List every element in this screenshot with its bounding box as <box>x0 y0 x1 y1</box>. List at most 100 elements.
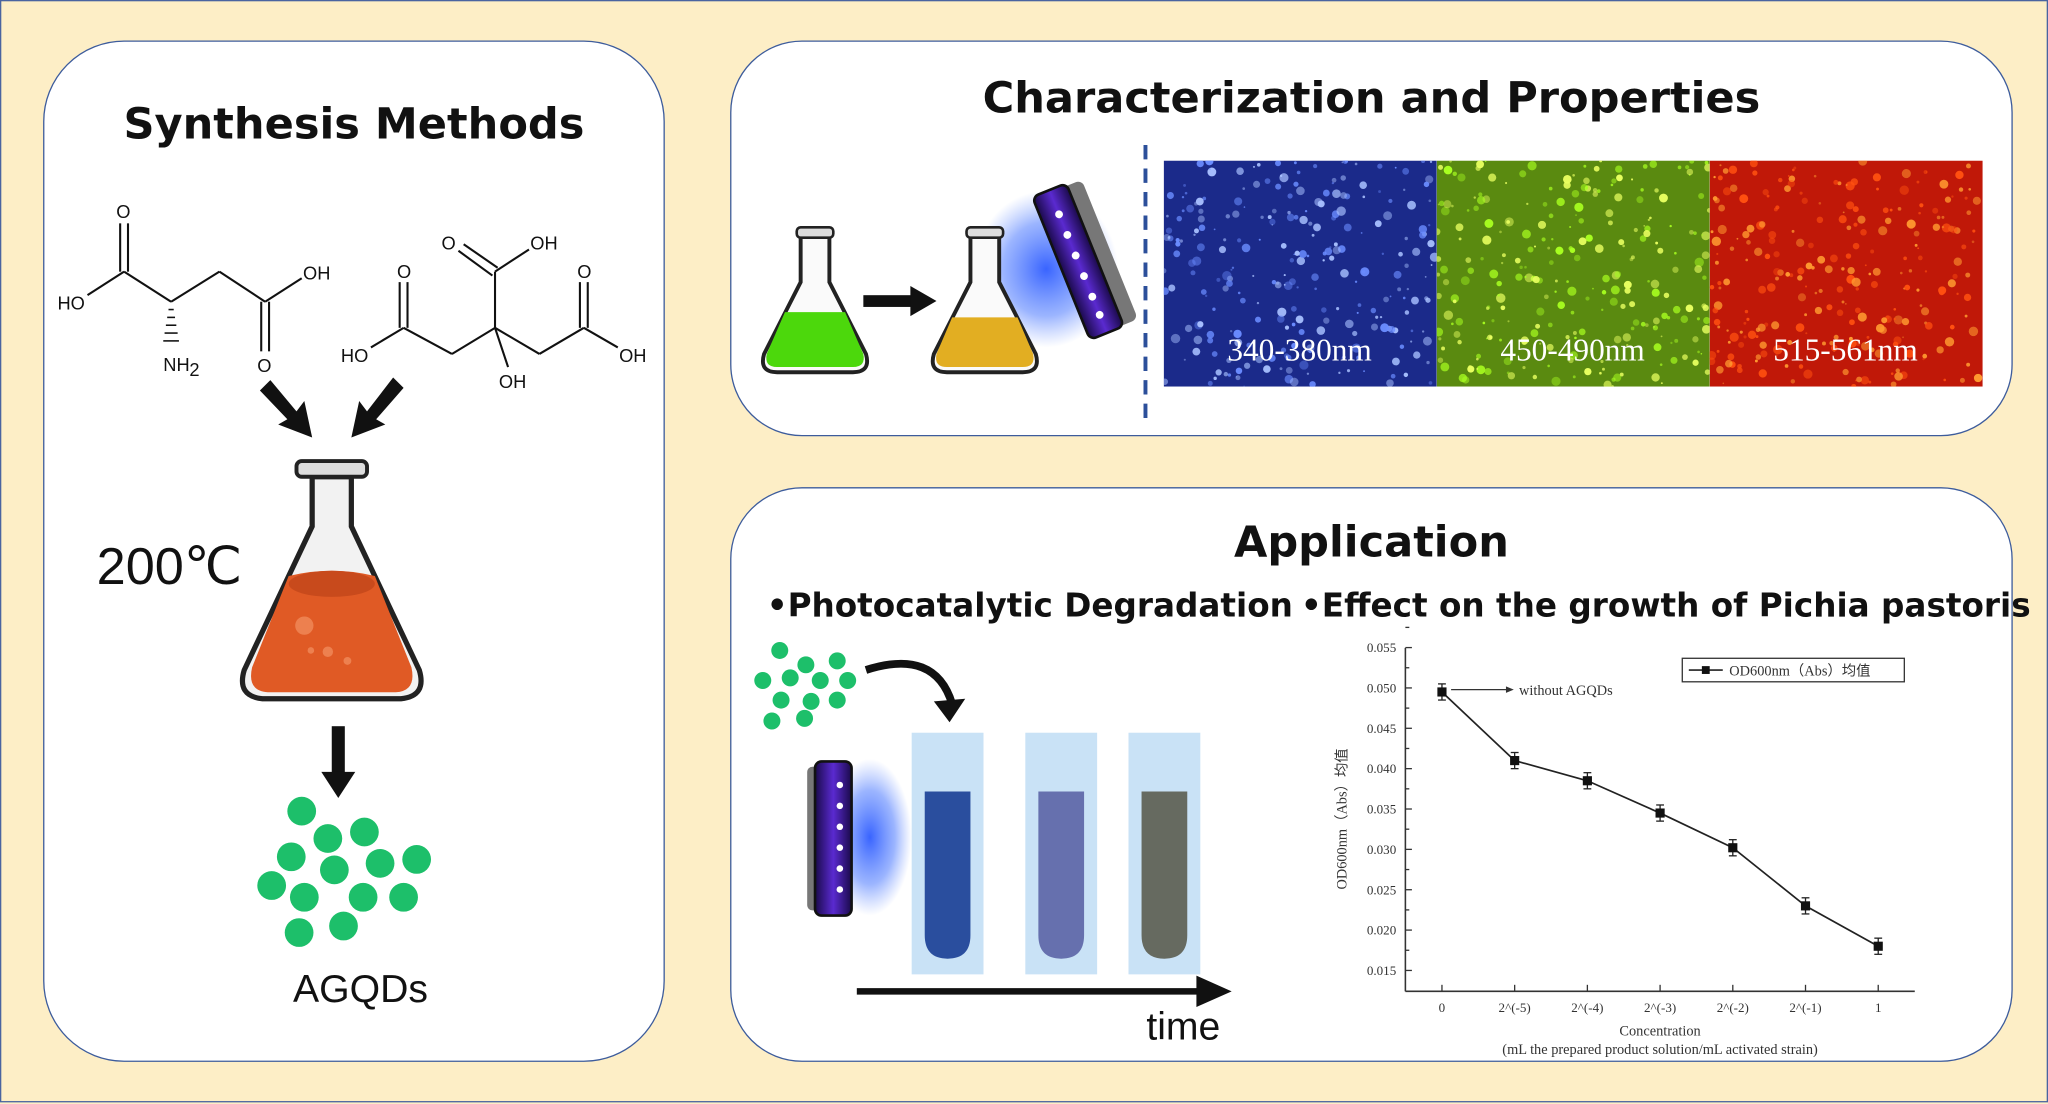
x-tick-label: 1 <box>1875 1000 1882 1015</box>
time-label: time <box>1146 1006 1220 1049</box>
legend-label: OD600nm（Abs）均值 <box>1729 662 1870 679</box>
svg-text:2: 2 <box>189 359 199 380</box>
agqd-dot <box>350 817 379 847</box>
down-arrow-icon <box>321 726 356 799</box>
reaction-flask-icon <box>239 459 424 702</box>
y-tick-label: 0.035 <box>1367 802 1397 817</box>
data-point <box>1728 843 1738 853</box>
svg-text:O: O <box>257 355 271 376</box>
legend-marker <box>1701 666 1710 674</box>
svg-text:HO: HO <box>57 293 84 314</box>
x-tick-label: 2^(-1) <box>1789 1000 1821 1015</box>
y-tick-label: 0.020 <box>1367 923 1397 938</box>
agqd-dot <box>329 911 358 941</box>
agqd-dot <box>772 691 790 709</box>
agqd-dot <box>796 709 814 727</box>
time-arrow-icon <box>856 975 1232 1008</box>
agqd-dot <box>365 848 395 878</box>
x-tick-label: 0 <box>1439 1000 1446 1015</box>
curved-arrow-icon <box>864 659 956 706</box>
agqd-dot <box>348 882 378 912</box>
wavelength-label: 515-561nm <box>1773 332 1917 367</box>
growth-heading: •Effect on the growth of Pichia pastoris <box>1300 586 2031 625</box>
data-point <box>1800 901 1811 911</box>
x-tick-label: 2^(-5) <box>1499 1000 1531 1015</box>
agqd-dot <box>402 845 432 874</box>
svg-text:HO: HO <box>341 345 368 366</box>
x-axis-label-units: (mL the prepared product solution/mL act… <box>1502 1042 1818 1058</box>
agqd-dot <box>802 692 820 710</box>
data-point <box>1873 941 1883 951</box>
reactant-arrows <box>259 377 404 438</box>
data-point <box>1655 808 1665 818</box>
data-point <box>1437 687 1447 697</box>
wavelength-label: 340-380nm <box>1227 332 1371 367</box>
agqd-dot <box>257 871 287 900</box>
agqd-dot <box>313 824 343 853</box>
test-tube <box>1128 732 1201 975</box>
svg-text:OH: OH <box>619 345 646 366</box>
arrow-icon <box>351 377 404 438</box>
uv-lamp-icon <box>1032 181 1137 340</box>
aspartic-acid-structure: O HO NH 2 OH O <box>57 201 330 380</box>
fluorescence-image <box>1709 160 1983 387</box>
agqd-dot <box>754 671 772 689</box>
fluorescence-image <box>1163 160 1437 387</box>
agqd-dot <box>828 652 846 670</box>
agqd-dot <box>319 855 349 885</box>
test-tube <box>1025 732 1098 975</box>
agqd-dot <box>284 918 314 947</box>
y-tick-label: 0.055 <box>1367 640 1397 655</box>
photocatalysis-heading: •Photocatalytic Degradation <box>766 586 1293 625</box>
svg-text:OH: OH <box>499 371 526 392</box>
application-title: Application <box>1233 515 1509 567</box>
y-tick-label: 0.015 <box>1367 963 1397 978</box>
agqd-dot <box>781 669 799 687</box>
fluorescence-images: 340-380nm 450-490nm 515-561nm <box>1163 160 1983 387</box>
product-label: AGQDs <box>293 968 428 1011</box>
agqd-dot <box>828 691 846 709</box>
fluorescence-image <box>1436 160 1710 387</box>
agqd-dot <box>289 882 319 912</box>
svg-text:OH: OH <box>530 232 557 253</box>
y-tick-label: 0.050 <box>1367 681 1397 696</box>
y-tick-label: 0.045 <box>1367 721 1397 736</box>
svg-text:O: O <box>116 201 130 222</box>
agqd-dot <box>839 671 857 689</box>
agqd-dot <box>763 712 781 730</box>
x-tick-label: 2^(-4) <box>1571 1000 1603 1015</box>
growth-chart: 0.015 0.020 0.025 0.030 0.035 0.040 0.045 0.050… <box>1334 626 1915 1058</box>
agqd-dot <box>797 656 815 674</box>
synthesis-title: Synthesis Methods <box>123 97 585 149</box>
legend: OD600nm（Abs）均值 <box>1681 657 1905 683</box>
agqd-dot <box>287 796 317 826</box>
annotation-arrow <box>1451 686 1514 693</box>
test-tubes <box>911 732 1201 975</box>
annotation-without-agqds: without AGQDs <box>1519 683 1613 699</box>
x-axis-label: Concentration <box>1619 1024 1700 1040</box>
agqd-dots-small <box>754 641 857 730</box>
y-tick-label: 0.040 <box>1367 761 1397 776</box>
svg-text:NH: NH <box>163 354 189 375</box>
citric-acid-structure: HO O O OH O OH OH <box>341 232 647 391</box>
tube-solution <box>1141 791 1188 959</box>
right-arrow-icon <box>863 286 937 317</box>
svg-text:O: O <box>397 261 411 282</box>
wavelength-label: 450-490nm <box>1500 332 1644 367</box>
agqd-dot <box>771 641 789 659</box>
data-point <box>1510 756 1520 766</box>
yellow-flask-icon <box>930 225 1039 375</box>
green-flask-icon <box>760 225 870 375</box>
tube-solution <box>1038 791 1085 959</box>
agqd-dots <box>257 796 432 947</box>
test-tube <box>911 732 984 975</box>
svg-text:O: O <box>577 261 591 282</box>
agqd-dot <box>276 842 306 872</box>
tube-solution <box>924 791 971 959</box>
arrow-icon <box>259 380 313 438</box>
agqd-dot <box>811 671 829 689</box>
arrow-head-icon <box>933 698 966 723</box>
x-tick-label: 2^(-2) <box>1717 1000 1749 1015</box>
